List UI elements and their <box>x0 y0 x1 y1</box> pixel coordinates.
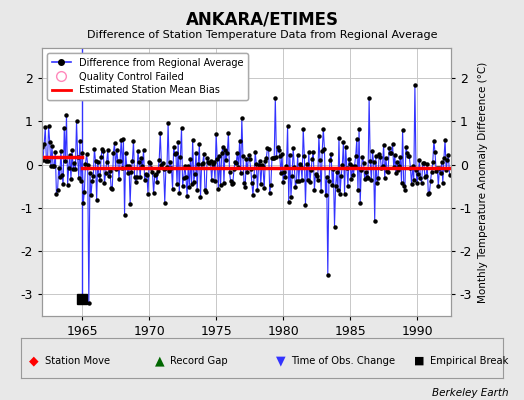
Legend: Difference from Regional Average, Quality Control Failed, Estimated Station Mean: Difference from Regional Average, Qualit… <box>47 53 248 100</box>
Text: Time of Obs. Change: Time of Obs. Change <box>291 356 395 366</box>
Text: ▼: ▼ <box>276 354 285 367</box>
Text: Berkeley Earth: Berkeley Earth <box>432 388 508 398</box>
Text: Record Gap: Record Gap <box>170 356 228 366</box>
Y-axis label: Monthly Temperature Anomaly Difference (°C): Monthly Temperature Anomaly Difference (… <box>477 61 488 303</box>
Text: ANKARA/ETIMES: ANKARA/ETIMES <box>185 10 339 28</box>
Text: ■: ■ <box>414 356 424 366</box>
Text: ◆: ◆ <box>29 354 39 367</box>
Text: Difference of Station Temperature Data from Regional Average: Difference of Station Temperature Data f… <box>87 30 437 40</box>
Text: Station Move: Station Move <box>45 356 110 366</box>
Text: Empirical Break: Empirical Break <box>430 356 508 366</box>
Text: ▲: ▲ <box>155 354 165 367</box>
